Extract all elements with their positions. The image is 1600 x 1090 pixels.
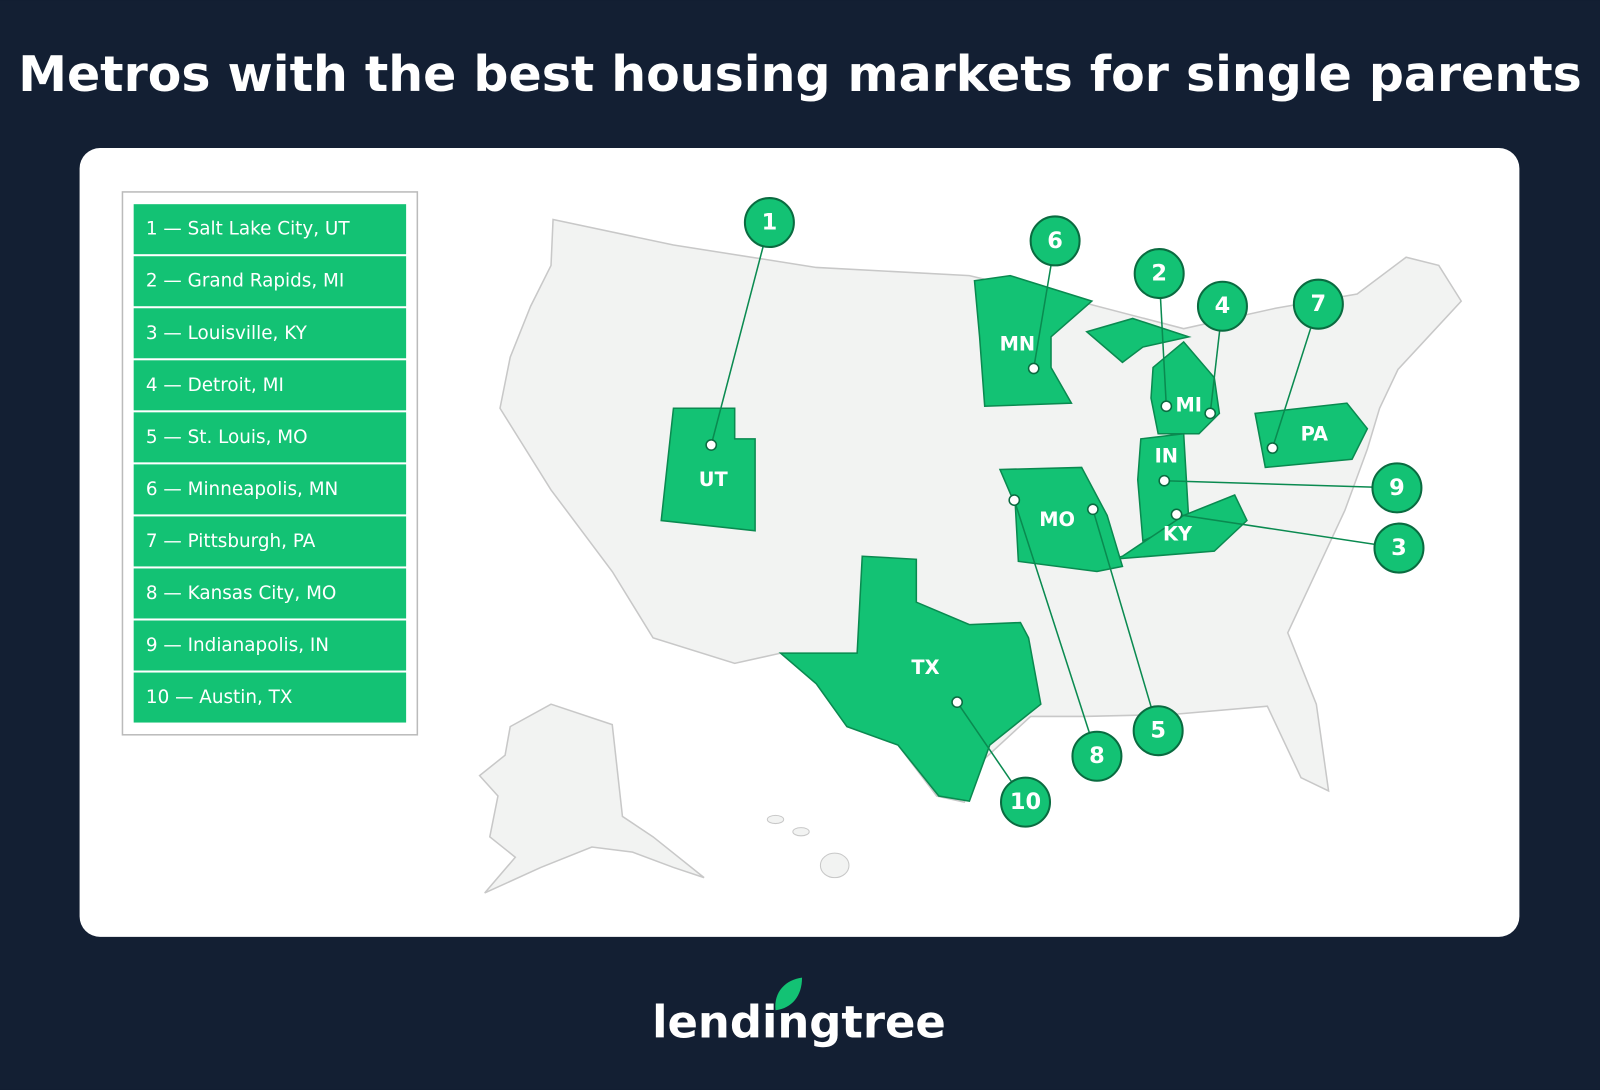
marker-dot — [1027, 362, 1040, 375]
marker-badge — [1292, 278, 1344, 330]
state-label: MO — [1039, 508, 1075, 531]
marker-dot — [1158, 474, 1171, 487]
marker-number: 9 — [1389, 475, 1405, 501]
legend-item — [133, 412, 407, 463]
marker-badge — [1132, 705, 1184, 757]
marker-number: 5 — [1150, 718, 1166, 744]
legend-item — [133, 620, 407, 671]
marker-number: 8 — [1089, 743, 1105, 769]
marker-dot — [1008, 494, 1021, 506]
marker-badge — [1029, 215, 1081, 267]
marker-number: 7 — [1311, 291, 1327, 317]
marker-number: 1 — [762, 210, 778, 236]
state-label: UT — [699, 468, 729, 491]
legend-text: 3 — Louisville, KY — [146, 323, 308, 344]
marker-dot — [1266, 442, 1279, 454]
marker-number: 6 — [1047, 228, 1063, 254]
logo: lendingtree — [652, 977, 946, 1049]
state-label: KY — [1163, 522, 1193, 545]
legend-item — [133, 308, 407, 359]
leader-line — [710, 222, 771, 446]
legend-text: 4 — Detroit, MI — [146, 375, 284, 396]
marker-badge — [1071, 730, 1123, 782]
legend-item — [133, 672, 407, 723]
marker-dot — [1170, 508, 1183, 521]
state-label: MN — [1000, 333, 1036, 356]
marker-dot — [1160, 400, 1173, 413]
marker-badge — [1371, 462, 1423, 514]
legend-text: 1 — Salt Lake City, UT — [146, 219, 350, 240]
marker-number: 10 — [1010, 789, 1041, 815]
marker-dot — [951, 696, 964, 709]
logo-leaf — [775, 977, 803, 1011]
legend-item — [133, 204, 407, 255]
hawaii — [792, 827, 810, 837]
marker-number: 4 — [1215, 293, 1231, 319]
legend-item — [133, 256, 407, 307]
marker-badge — [1000, 776, 1052, 828]
legend-item — [133, 464, 407, 515]
state-shape — [660, 407, 756, 532]
leader-line — [1164, 479, 1397, 489]
marker-number: 3 — [1391, 535, 1407, 561]
leader-line — [1092, 509, 1159, 731]
hawaii — [766, 814, 785, 825]
legend-text: 10 — Austin, TX — [146, 687, 293, 708]
state-label: IN — [1155, 445, 1178, 468]
marker-dot — [705, 439, 718, 451]
marker-badge — [743, 197, 795, 249]
state-shape — [973, 274, 1094, 408]
state-label: PA — [1301, 422, 1328, 445]
state-shape — [778, 555, 1042, 802]
leader-line — [1176, 513, 1400, 549]
state-label: TX — [911, 656, 939, 679]
legend-text: 8 — Kansas City, MO — [146, 583, 336, 604]
legend-text: 7 — Pittsburgh, PA — [146, 531, 316, 552]
legend-text: 9 — Indianapolis, IN — [146, 635, 329, 656]
legend-text: 6 — Minneapolis, MN — [146, 479, 338, 500]
legend-text: 2 — Grand Rapids, MI — [146, 271, 344, 292]
marker-number: 2 — [1151, 261, 1167, 287]
hawaii — [819, 852, 850, 879]
marker-badge — [1196, 280, 1248, 332]
state-label: MI — [1176, 394, 1203, 417]
legend-item — [133, 516, 407, 567]
marker-badge — [1373, 522, 1425, 574]
logo-text: lendingtree — [652, 996, 946, 1049]
title: Metros with the best housing markets for… — [18, 46, 1582, 103]
marker-dot — [1086, 503, 1099, 516]
legend-item — [133, 360, 407, 411]
marker-badge — [1133, 248, 1185, 300]
state-shape — [1085, 317, 1192, 364]
alaska — [478, 703, 705, 894]
marker-dot — [1204, 407, 1217, 420]
state-shape — [1254, 402, 1369, 469]
leader-line — [1013, 499, 1098, 757]
legend-item — [133, 568, 407, 619]
map — [478, 218, 1463, 894]
legend-text: 5 — St. Louis, MO — [146, 427, 308, 448]
